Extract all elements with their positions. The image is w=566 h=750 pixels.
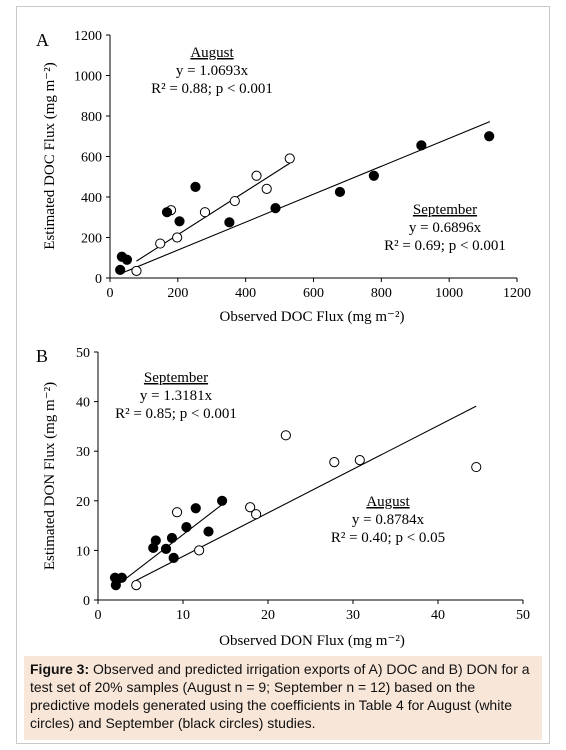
panel-b-x-tick-label: 40 (431, 608, 445, 623)
panel-b-label: B (36, 346, 48, 366)
panel-a-x-tick-label: 600 (303, 286, 324, 301)
panel-b-september-point (110, 580, 121, 591)
panel-a-ylabel: Estimated DOC Flux (mg m⁻²) (42, 62, 58, 249)
panel-b-august-equation: y = 0.8784x (352, 512, 425, 528)
panel-a-y-tick-label: 200 (81, 232, 102, 247)
panel-a-y-tick-label: 1200 (74, 29, 102, 44)
panel-a-september-point (224, 217, 235, 228)
panel-a-august-point (261, 183, 272, 194)
panel-b-x-tick-label: 0 (95, 608, 102, 623)
panel-a-september-point (416, 140, 427, 151)
panel-b-august-point (280, 430, 291, 441)
panel-a-x-tick-label: 0 (107, 286, 114, 301)
panel-a-september-point (115, 264, 126, 275)
panel-a-august-point (172, 232, 183, 243)
panel-a-x-tick-label: 200 (167, 286, 188, 301)
panel-b-august-name: August (366, 494, 410, 510)
panel-b-september-point (217, 495, 228, 506)
panel-b-y-tick-label: 40 (76, 396, 90, 411)
panel-b-september-point (181, 521, 192, 533)
panel-b-x-tick-label: 30 (346, 608, 360, 623)
panel-b-september-point (116, 572, 127, 583)
panel-a-x-tick-label: 1000 (435, 286, 463, 301)
panel-a-september-point (484, 131, 495, 142)
panel-a-x-tick-label: 800 (371, 286, 392, 301)
panel-a-september-point (121, 254, 133, 265)
panel-a-august-name: August (190, 45, 234, 61)
caption-label: Figure 3: (30, 661, 90, 677)
panel-b-x-tick-label: 20 (261, 608, 275, 623)
panel-b-xlabel: Observed DON Flux (mg m⁻²) (219, 633, 405, 649)
panel-b-x-tick-label: 10 (176, 608, 190, 623)
panel-b-august-point (171, 507, 183, 518)
panel-b-september-point (166, 532, 178, 544)
caption-text: Observed and predicted irrigation export… (30, 661, 530, 731)
panel-b-august-point (245, 502, 256, 513)
panel-b-y-tick-label: 10 (76, 544, 90, 559)
panel-a-august-point (251, 170, 262, 181)
panel-a-september-point (174, 216, 185, 227)
panel-a-x-tick-label: 1200 (503, 286, 531, 301)
panel-b-september-point (168, 552, 179, 563)
panel-a-september-stats: R² = 0.69; p < 0.001 (384, 238, 506, 254)
panel-a-y-tick-label: 800 (81, 110, 102, 125)
panel-a-august-point (229, 195, 240, 207)
panel-a-august-point (284, 153, 295, 164)
panel-a-august-stats: R² = 0.88; p < 0.001 (151, 81, 273, 97)
panel-b-august-point (329, 457, 340, 468)
panel-a-september-point (334, 186, 346, 198)
panel-b-september-name: September (144, 370, 208, 386)
panel-a-august-equation: y = 1.0693x (176, 63, 249, 79)
figure-frame (16, 6, 550, 744)
panel-b-august-stats: R² = 0.40; p < 0.05 (331, 530, 445, 546)
panel-a-september-point (190, 181, 201, 192)
panel-b-y-tick-label: 20 (76, 495, 90, 510)
panel-a-september-point (161, 207, 173, 218)
panel-b-x-tick-label: 50 (516, 608, 530, 623)
panel-b-september-equation: y = 1.3181x (140, 388, 213, 404)
figure-charts: A Observed DOC Flux (mg m⁻²) Estimated D… (36, 29, 531, 649)
panel-a-x-tick-label: 400 (235, 286, 256, 301)
panel-a-y-tick-label: 600 (81, 151, 102, 166)
panel-b-august-point (251, 509, 262, 520)
panel-b-september-stats: R² = 0.85; p < 0.001 (115, 406, 237, 422)
panel-a-september-point (368, 170, 379, 181)
panel-a-label: A (36, 30, 49, 50)
panel-a-y-tick-label: 1000 (74, 70, 102, 85)
figure-caption: Figure 3: Observed and predicted irrigat… (24, 656, 542, 740)
panel-a-september-point (270, 203, 281, 214)
panel-a-august-point (155, 238, 166, 249)
panel-b-ylabel: Estimated DON Flux (mg m⁻²) (42, 382, 58, 570)
panel-b-y-tick-label: 0 (83, 594, 90, 609)
panel-a-september-equation: y = 0.6896x (409, 220, 482, 236)
panel-b-y-tick-label: 50 (76, 346, 90, 361)
panel-b-august-point (354, 455, 365, 466)
panel-b-september-point (150, 535, 161, 546)
panel-b-august-fit-line (135, 405, 477, 581)
panel-a-xlabel: Observed DOC Flux (mg m⁻²) (220, 309, 405, 325)
panel-a-september-fit-line (119, 121, 491, 275)
panel-a-august-point (199, 207, 211, 218)
panel-b-august-point (471, 461, 482, 473)
panel-b-august-point (131, 580, 142, 591)
panel-b-y-tick-label: 30 (76, 445, 90, 460)
panel-a-september-name: September (413, 202, 477, 218)
panel-b-september-point (203, 526, 214, 537)
panel-a-y-tick-label: 0 (95, 272, 102, 287)
panel-a-august-point (131, 265, 142, 277)
panel-b-august-point (194, 545, 205, 556)
panel-a-y-tick-label: 400 (81, 191, 102, 206)
panel-b-september-point (190, 503, 201, 514)
panel-b-september-point (160, 543, 172, 555)
